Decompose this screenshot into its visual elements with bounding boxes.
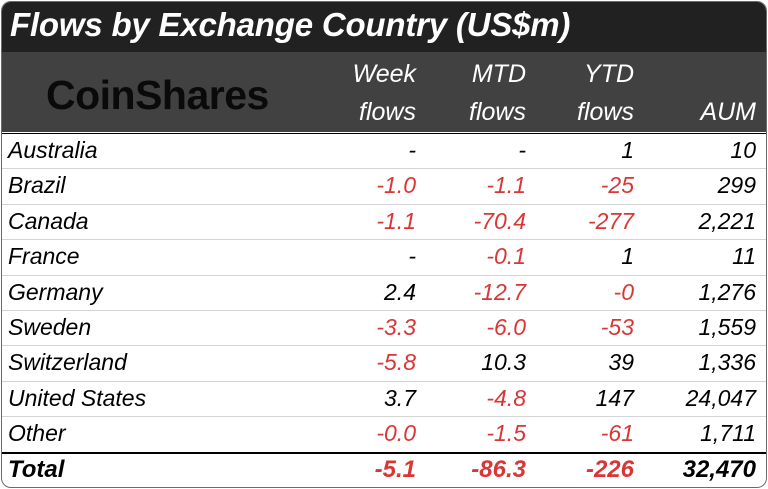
table-row: United States 3.7 -4.8 147 24,047 xyxy=(2,380,766,416)
mtd-cell: -6.0 xyxy=(486,313,526,340)
aum-cell: 2,221 xyxy=(698,207,756,234)
country-cell: United States xyxy=(8,384,147,411)
week-cell: -1.0 xyxy=(376,172,416,199)
col-header-ytd-line2: flows xyxy=(577,98,634,126)
title-bar: Flows by Exchange Country (US$m) xyxy=(2,2,766,52)
mtd-cell: -1.5 xyxy=(486,420,526,447)
country-cell: Germany xyxy=(8,278,103,305)
table-row: Australia - - 1 10 xyxy=(2,133,766,168)
mtd-cell: -12.7 xyxy=(473,278,526,305)
table-row: Brazil -1.0 -1.1 -25 299 xyxy=(2,168,766,203)
ytd-cell: 1 xyxy=(621,243,634,270)
country-cell: Switzerland xyxy=(8,349,127,376)
total-label: Total xyxy=(8,456,65,483)
week-cell: - xyxy=(408,243,416,270)
aum-cell: 1,276 xyxy=(698,278,756,305)
aum-cell: 1,336 xyxy=(698,349,756,376)
total-mtd: -86.3 xyxy=(471,456,526,483)
ytd-cell: -53 xyxy=(600,313,634,340)
aum-cell: 10 xyxy=(730,137,756,163)
aum-cell: 1,559 xyxy=(698,313,756,340)
mtd-cell: 10.3 xyxy=(481,349,526,376)
table-row: Sweden -3.3 -6.0 -53 1,559 xyxy=(2,309,766,345)
week-cell: -5.8 xyxy=(376,349,416,376)
week-cell: 2.4 xyxy=(384,278,416,305)
ytd-cell: -25 xyxy=(600,172,634,199)
ytd-cell: 39 xyxy=(608,349,634,376)
table-header: CoinShares Week flows MTD flows YTD flow… xyxy=(2,52,766,132)
col-header-mtd-line1: MTD xyxy=(471,60,526,88)
ytd-cell: 1 xyxy=(621,137,634,163)
mtd-cell: -1.1 xyxy=(486,172,526,199)
total-aum: 32,470 xyxy=(682,456,756,483)
mtd-cell: -70.4 xyxy=(473,207,526,234)
aum-cell: 11 xyxy=(732,243,756,270)
table-row: Canada -1.1 -70.4 -277 2,221 xyxy=(2,203,766,239)
country-cell: Sweden xyxy=(8,313,92,340)
col-header-aum: AUM xyxy=(700,98,756,126)
ytd-cell: -0 xyxy=(613,278,634,305)
total-row: Total -5.1 -86.3 -226 32,470 xyxy=(2,452,766,487)
aum-cell: 1,711 xyxy=(700,420,756,447)
mtd-cell: -0.1 xyxy=(486,243,526,270)
table-title: Flows by Exchange Country (US$m) xyxy=(10,6,571,43)
total-ytd: -226 xyxy=(585,456,634,483)
col-header-week-line2: flows xyxy=(359,98,416,126)
country-cell: Australia xyxy=(8,137,98,163)
country-cell: Canada xyxy=(8,207,89,234)
country-cell: Other xyxy=(8,420,66,447)
week-cell: -1.1 xyxy=(376,207,416,234)
mtd-cell: -4.8 xyxy=(486,384,526,411)
table-row: Switzerland -5.8 10.3 39 1,336 xyxy=(2,345,766,380)
week-cell: 3.7 xyxy=(384,384,416,411)
col-header-ytd-line1: YTD xyxy=(584,60,634,88)
total-week: -5.1 xyxy=(374,456,416,483)
table-row: Other -0.0 -1.5 -61 1,711 xyxy=(2,416,766,451)
mtd-cell: - xyxy=(518,137,526,163)
week-cell: - xyxy=(408,137,416,163)
ytd-cell: -277 xyxy=(587,207,634,234)
aum-cell: 24,047 xyxy=(685,384,756,411)
table-row: France - -0.1 1 11 xyxy=(2,239,766,274)
col-header-mtd-line2: flows xyxy=(469,98,526,126)
coinshares-logo: CoinShares xyxy=(46,72,269,118)
table-body: Australia - - 1 10 Brazil -1.0 -1.1 -25 299 Canada… xyxy=(2,133,766,452)
week-cell: -0.0 xyxy=(376,420,416,447)
country-cell: France xyxy=(8,243,80,270)
week-cell: -3.3 xyxy=(376,313,416,340)
ytd-cell: -61 xyxy=(600,420,634,447)
col-header-week-line1: Week xyxy=(352,60,416,88)
country-cell: Brazil xyxy=(8,172,66,199)
table-row: Germany 2.4 -12.7 -0 1,276 xyxy=(2,274,766,310)
ytd-cell: 147 xyxy=(595,384,634,411)
aum-cell: 299 xyxy=(717,172,756,199)
